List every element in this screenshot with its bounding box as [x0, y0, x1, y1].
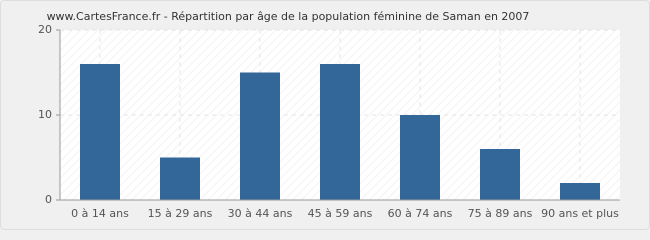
chart-title: www.CartesFrance.fr - Répartition par âg…	[47, 10, 530, 23]
y-tick-label: 20	[38, 23, 52, 36]
x-tick-label: 30 à 44 ans	[228, 207, 293, 220]
bar	[560, 183, 600, 200]
chart: www.CartesFrance.fr - Répartition par âg…	[0, 0, 650, 230]
bar	[80, 64, 120, 200]
x-tick-label: 90 ans et plus	[541, 207, 619, 220]
bar	[480, 149, 520, 200]
x-tick-label: 45 à 59 ans	[308, 207, 373, 220]
bar	[400, 115, 440, 200]
bar	[320, 64, 360, 200]
x-tick-label: 60 à 74 ans	[388, 207, 453, 220]
x-tick-label: 75 à 89 ans	[468, 207, 533, 220]
page: {"chart_data": {"type": "bar", "title": …	[0, 0, 650, 230]
x-tick-label: 0 à 14 ans	[71, 207, 129, 220]
y-tick-label: 0	[45, 193, 52, 206]
x-tick-label: 15 à 29 ans	[148, 207, 213, 220]
bar	[240, 72, 280, 200]
bar	[160, 157, 200, 200]
y-tick-label: 10	[38, 108, 52, 121]
